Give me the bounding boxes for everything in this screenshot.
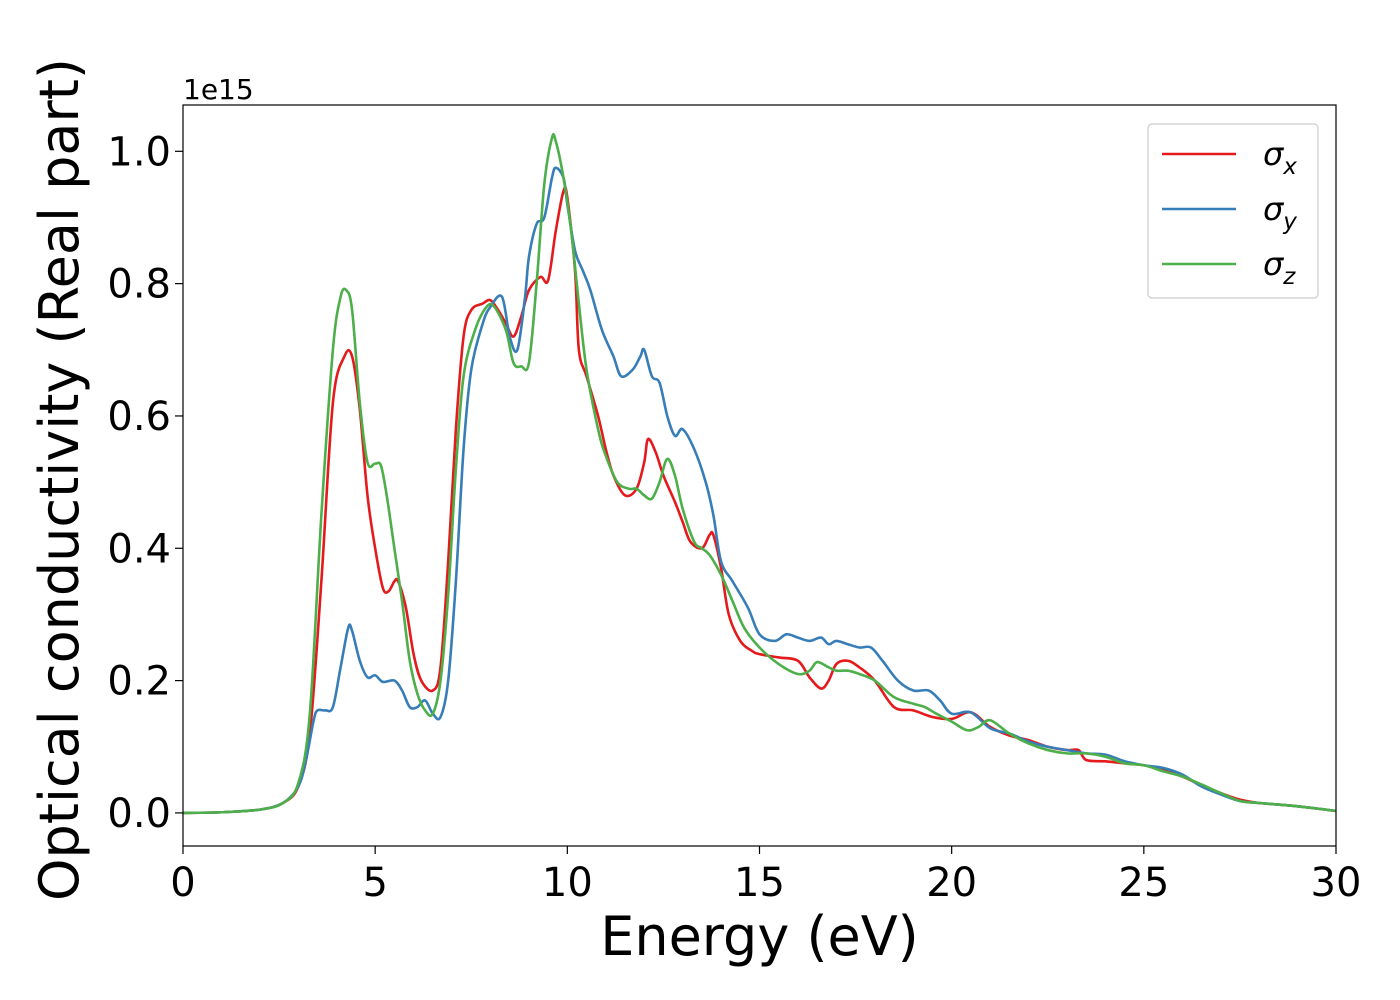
legend: σx σy σz [1147,123,1319,299]
x-tick-label: 10 [542,860,593,906]
y-axis: 0.0 0.2 0.4 0.6 0.8 1.0 [107,129,183,837]
y-tick-label: 1.0 [107,129,171,175]
x-tick-label: 0 [170,860,195,906]
x-tick-label: 30 [1311,860,1362,906]
series-line-z [182,132,1337,815]
y-axis-title: Optical conductivity (Real part) [28,58,91,901]
series-layer [182,132,1337,815]
x-tick-label: 5 [362,860,387,906]
legend-label-z: σz [1263,245,1296,290]
legend-label-x: σx [1263,135,1297,180]
legend-label-y: σy [1263,190,1297,235]
x-axis-title: Energy (eV) [600,905,919,968]
y-tick-label: 0.2 [107,659,171,705]
y-tick-label: 0.4 [107,526,171,572]
y-offset-text: 1e15 [183,73,254,106]
x-tick-label: 15 [734,860,785,906]
y-tick-label: 0.0 [107,791,171,837]
x-axis: 0 5 10 15 20 25 30 [170,846,1361,906]
y-tick-label: 0.8 [107,262,171,308]
x-tick-label: 25 [1118,860,1169,906]
x-tick-label: 20 [926,860,977,906]
legend-box [1147,123,1319,299]
series-line-y [182,166,1337,815]
y-tick-label: 0.6 [107,394,171,440]
